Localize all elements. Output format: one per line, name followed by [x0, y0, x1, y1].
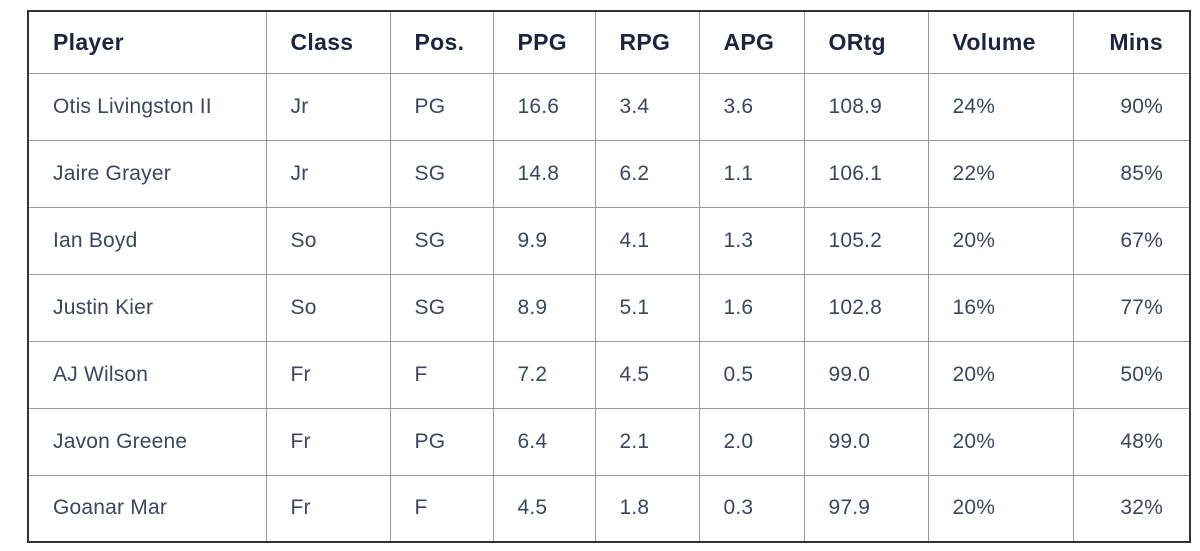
cell-pos: SG — [389, 139, 494, 208]
table-row: Goanar Mar Fr F 4.5 1.8 0.3 97.9 20% 32% — [27, 474, 1191, 543]
cell-ortg: 99.0 — [803, 340, 929, 409]
table-row: AJ Wilson Fr F 7.2 4.5 0.5 99.0 20% 50% — [27, 340, 1191, 409]
cell-rpg: 4.1 — [594, 206, 700, 275]
table-row: Justin Kier So SG 8.9 5.1 1.6 102.8 16% … — [27, 273, 1191, 342]
table-body: Otis Livingston II Jr PG 16.6 3.4 3.6 10… — [27, 72, 1191, 543]
cell-pos: F — [389, 474, 494, 543]
cell-apg: 3.6 — [698, 72, 805, 141]
cell-volume: 20% — [927, 340, 1074, 409]
cell-player: Otis Livingston II — [27, 72, 267, 141]
cell-rpg: 5.1 — [594, 273, 700, 342]
cell-ortg: 99.0 — [803, 407, 929, 476]
table-row: Otis Livingston II Jr PG 16.6 3.4 3.6 10… — [27, 72, 1191, 141]
cell-pos: F — [389, 340, 494, 409]
cell-pos: SG — [389, 206, 494, 275]
cell-volume: 20% — [927, 206, 1074, 275]
column-header-ppg: PPG — [492, 10, 596, 74]
cell-mins: 85% — [1072, 139, 1191, 208]
cell-rpg: 4.5 — [594, 340, 700, 409]
cell-ppg: 9.9 — [492, 206, 596, 275]
header-row: Player Class Pos. PPG RPG APG ORtg Volum… — [27, 10, 1191, 74]
column-header-mins: Mins — [1072, 10, 1191, 74]
table-row: Jaire Grayer Jr SG 14.8 6.2 1.1 106.1 22… — [27, 139, 1191, 208]
cell-volume: 20% — [927, 474, 1074, 543]
column-header-volume: Volume — [927, 10, 1074, 74]
cell-class: Fr — [265, 474, 391, 543]
column-header-pos: Pos. — [389, 10, 494, 74]
cell-class: So — [265, 206, 391, 275]
table-row: Ian Boyd So SG 9.9 4.1 1.3 105.2 20% 67% — [27, 206, 1191, 275]
cell-ppg: 4.5 — [492, 474, 596, 543]
cell-player: Jaire Grayer — [27, 139, 267, 208]
cell-class: Jr — [265, 72, 391, 141]
cell-apg: 0.5 — [698, 340, 805, 409]
column-header-ortg: ORtg — [803, 10, 929, 74]
cell-mins: 77% — [1072, 273, 1191, 342]
cell-pos: PG — [389, 407, 494, 476]
table-row: Javon Greene Fr PG 6.4 2.1 2.0 99.0 20% … — [27, 407, 1191, 476]
cell-volume: 24% — [927, 72, 1074, 141]
cell-mins: 32% — [1072, 474, 1191, 543]
cell-player: Goanar Mar — [27, 474, 267, 543]
cell-class: Fr — [265, 340, 391, 409]
cell-volume: 22% — [927, 139, 1074, 208]
cell-player: Javon Greene — [27, 407, 267, 476]
cell-ppg: 16.6 — [492, 72, 596, 141]
cell-apg: 0.3 — [698, 474, 805, 543]
cell-mins: 67% — [1072, 206, 1191, 275]
cell-mins: 50% — [1072, 340, 1191, 409]
cell-ppg: 6.4 — [492, 407, 596, 476]
cell-class: So — [265, 273, 391, 342]
cell-rpg: 2.1 — [594, 407, 700, 476]
cell-mins: 48% — [1072, 407, 1191, 476]
cell-apg: 1.6 — [698, 273, 805, 342]
cell-pos: SG — [389, 273, 494, 342]
cell-player: Justin Kier — [27, 273, 267, 342]
cell-ortg: 106.1 — [803, 139, 929, 208]
cell-ortg: 102.8 — [803, 273, 929, 342]
cell-volume: 16% — [927, 273, 1074, 342]
column-header-class: Class — [265, 10, 391, 74]
cell-volume: 20% — [927, 407, 1074, 476]
cell-rpg: 6.2 — [594, 139, 700, 208]
cell-ppg: 7.2 — [492, 340, 596, 409]
column-header-rpg: RPG — [594, 10, 700, 74]
cell-ortg: 105.2 — [803, 206, 929, 275]
cell-rpg: 1.8 — [594, 474, 700, 543]
cell-apg: 2.0 — [698, 407, 805, 476]
cell-pos: PG — [389, 72, 494, 141]
cell-ortg: 108.9 — [803, 72, 929, 141]
cell-ppg: 14.8 — [492, 139, 596, 208]
column-header-apg: APG — [698, 10, 805, 74]
cell-ppg: 8.9 — [492, 273, 596, 342]
cell-ortg: 97.9 — [803, 474, 929, 543]
cell-class: Jr — [265, 139, 391, 208]
player-stats-table: Player Class Pos. PPG RPG APG ORtg Volum… — [27, 10, 1191, 543]
column-header-player: Player — [27, 10, 267, 74]
cell-mins: 90% — [1072, 72, 1191, 141]
cell-player: Ian Boyd — [27, 206, 267, 275]
cell-rpg: 3.4 — [594, 72, 700, 141]
cell-player: AJ Wilson — [27, 340, 267, 409]
cell-apg: 1.3 — [698, 206, 805, 275]
cell-class: Fr — [265, 407, 391, 476]
cell-apg: 1.1 — [698, 139, 805, 208]
